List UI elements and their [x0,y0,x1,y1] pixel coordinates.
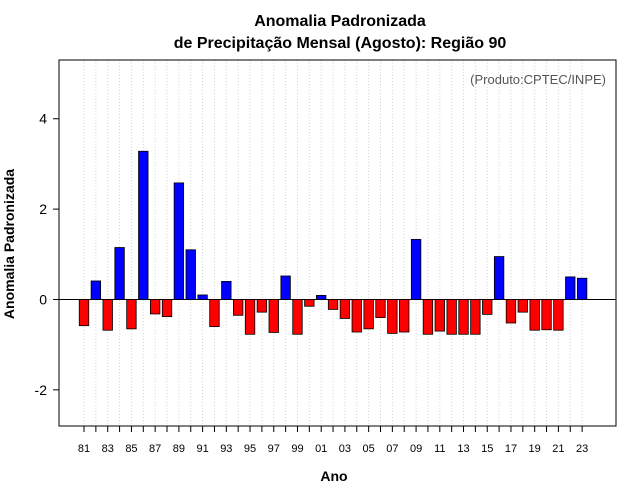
chart-subtitle: de Precipitação Mensal (Agosto): Região … [174,35,507,52]
bar-1999 [292,299,303,335]
bar-2012 [446,299,457,335]
x-tick-label: 85 [125,443,137,455]
bar-2010 [422,299,434,335]
x-tick-label: 95 [244,443,256,455]
x-tick-label: 19 [529,443,541,455]
x-tick-label: 93 [220,443,232,455]
x-tick-label: 83 [102,443,114,455]
bar-2021 [553,299,564,331]
bar-2007 [387,299,398,334]
bar-2022 [565,276,576,300]
bar-1995 [244,299,256,335]
bar-1996 [256,299,268,313]
bar-2023 [576,277,588,300]
bar-1994 [233,299,244,316]
bar-1991 [197,294,208,300]
bar-1984 [114,247,125,300]
credit-annotation: (Produto:CPTEC/INPE) [470,72,606,87]
bar-2002 [327,299,339,310]
bar-1982 [90,280,102,300]
bar-2014 [470,299,481,335]
bar-2000 [304,299,315,307]
bar-2020 [541,299,552,331]
bar-1990 [185,249,196,300]
x-tick-label: 23 [576,443,588,455]
x-tick-label: 03 [339,443,351,455]
bar-2001 [316,295,327,300]
bar-1993 [221,281,232,300]
y-tick-label: 4 [39,111,47,127]
bar-1981 [78,299,90,327]
bar-2004 [351,299,362,333]
bar-2016 [493,256,505,300]
bar-2008 [399,299,410,333]
bar-1983 [102,299,113,331]
x-axis-title: Ano [320,468,347,484]
x-tick-label: 17 [505,443,517,455]
bar-2006 [375,299,386,318]
chart-title: Anomalia Padronizada [254,13,426,30]
y-tick-label: -2 [35,382,48,398]
bar-1988 [161,299,173,318]
x-tick-label: 05 [363,443,375,455]
bar-2017 [505,299,517,324]
x-tick-label: 81 [78,443,90,455]
y-axis: -2 0 2 4 [35,111,59,398]
x-tick-label: 07 [386,443,398,455]
y-tick-label: 0 [39,291,47,307]
x-axis: 81 83 85 87 89 91 93 95 97 99 01 03 05 07 09 11 13 15 17 19… [78,426,588,455]
bar-2009 [410,238,422,300]
bar-2013 [458,299,469,335]
x-tick-label: 91 [196,443,208,455]
bar-2011 [434,299,445,332]
y-axis-title: Anomalia Padronizada [1,169,17,319]
x-tick-label: 97 [268,443,280,455]
bar-1986 [138,150,149,300]
x-tick-label: 09 [410,443,422,455]
bar-1997 [268,299,279,333]
x-tick-label: 21 [552,443,564,455]
x-tick-label: 89 [173,443,185,455]
x-tick-label: 15 [481,443,493,455]
bar-2018 [517,299,528,313]
x-tick-label: 13 [457,443,469,455]
bar-1987 [150,299,161,315]
bar-1998 [280,275,291,300]
bar-1992 [209,299,220,327]
bar-2003 [339,299,351,319]
y-tick-label: 2 [39,201,47,217]
plot-frame [58,59,617,427]
bar-2015 [482,299,493,315]
bar-2019 [529,299,540,331]
x-tick-label: 11 [434,443,445,455]
bar-2005 [363,299,374,330]
x-tick-label: 99 [291,443,303,455]
bar-series [78,150,588,335]
x-tick-label: 01 [315,443,327,455]
x-tick-label: 87 [149,443,161,455]
vertical-gridlines [83,60,583,426]
bar-1989 [173,182,185,300]
bar-1985 [126,299,137,330]
